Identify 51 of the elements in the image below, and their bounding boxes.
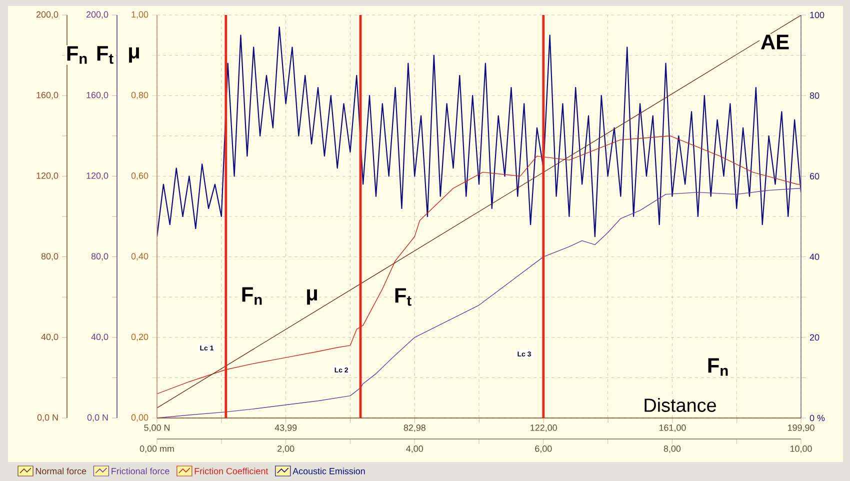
y3-axis-title: μ xyxy=(129,47,140,63)
y-tick-label: 200,0 xyxy=(86,11,108,19)
x-tick-label: 4,00 xyxy=(406,446,423,453)
y3-tick-label: 0,40 xyxy=(131,253,148,260)
text: 120,0 xyxy=(36,172,58,180)
y2-tick-label: 60 xyxy=(810,173,820,180)
annotation: F$_{n}$ xyxy=(242,287,262,305)
y-tick-label: 0,0 N xyxy=(87,414,108,422)
text: 80,0 xyxy=(41,253,58,260)
y-tick-label: 120,0 xyxy=(86,172,108,180)
legend-label: Acoustic Emission xyxy=(292,468,365,474)
y2-tick-label: 0 % xyxy=(810,414,825,422)
x2-tick-label: 161,00 xyxy=(659,424,686,432)
y-tick-label: 40,0 xyxy=(91,334,108,342)
y3-tick-label: 0,80 xyxy=(131,92,148,100)
text: 160,0 xyxy=(36,92,58,100)
x-tick-label: 2,00 xyxy=(278,446,294,453)
x2-tick-label: 43,99 xyxy=(274,424,297,432)
line-series xyxy=(157,136,802,394)
y-tick-label: 160,0 xyxy=(86,92,108,100)
x2-tick-label: 199,90 xyxy=(788,424,814,432)
y2-tick-label: 100 xyxy=(810,12,824,18)
annotation: μ xyxy=(307,289,318,305)
legend-label: Normal force xyxy=(36,468,86,474)
x-tick-label: 6,00 xyxy=(535,446,552,453)
x-tick-label: 10,00 xyxy=(790,446,812,453)
x2-axis-title: F$_{n}$ xyxy=(708,358,728,376)
y3-tick-label: 1,00 xyxy=(132,11,148,19)
y3-tick-label: 0,20 xyxy=(131,334,148,342)
x-tick-label: 0,00 mm xyxy=(140,446,174,453)
y-tick-label: 80,0 xyxy=(91,253,108,260)
annotation: F$_{t}$ xyxy=(395,288,412,306)
text: 40,0 xyxy=(41,334,58,342)
text: F$_{t}$ xyxy=(97,46,114,64)
y2-axis-title: AE xyxy=(760,34,789,50)
x-axis-title: Distance xyxy=(644,398,716,412)
y2-tick-label: 40 xyxy=(810,254,820,260)
x2-tick-label: 82,98 xyxy=(404,424,426,432)
y2-tick-label: 20 xyxy=(810,334,820,341)
legend-label: Frictional force xyxy=(112,468,170,474)
x-tick-label: 8,00 xyxy=(664,446,681,453)
text: 200,0 xyxy=(36,11,58,19)
legend-label: Friction Coefficient xyxy=(194,468,268,474)
y2-tick-label: 80 xyxy=(810,92,820,99)
text: 0,0 N xyxy=(37,414,58,422)
line-series xyxy=(157,26,802,238)
y3-tick-label: 0,60 xyxy=(131,172,148,180)
x2-tick-label: 122,00 xyxy=(530,424,557,432)
y-axis-title: F$_{n}$ xyxy=(67,46,87,64)
x2-tick-label: 5,00 N xyxy=(144,424,170,432)
y3-tick-label: 0,00 xyxy=(131,414,148,422)
